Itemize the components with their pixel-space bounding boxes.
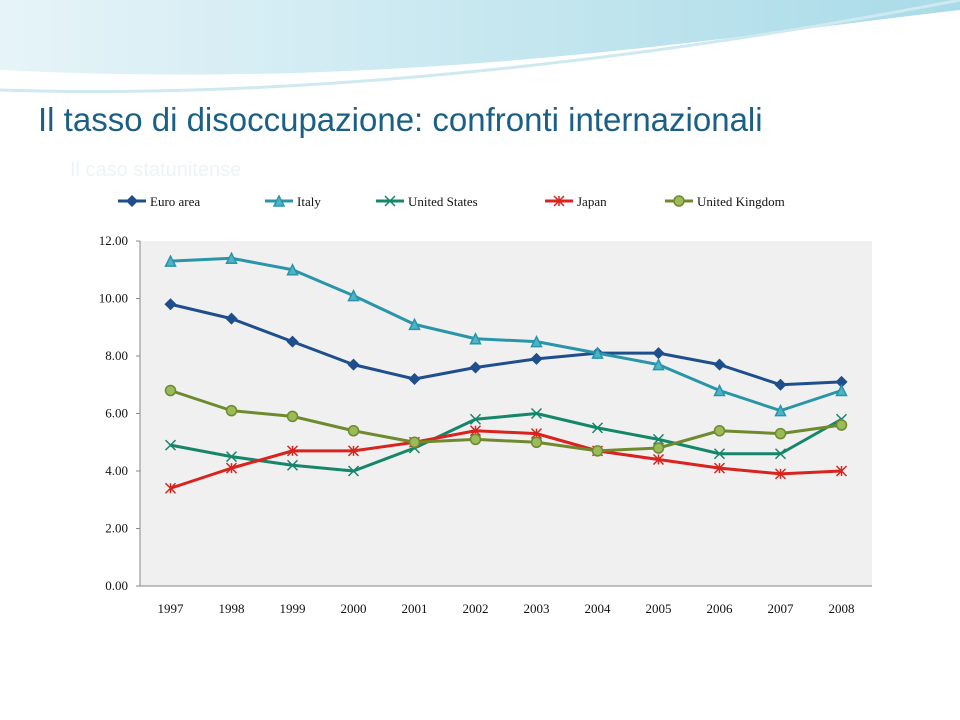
x-tick-label: 1999	[280, 601, 306, 616]
marker	[591, 445, 604, 457]
marker	[652, 453, 665, 466]
marker	[125, 194, 139, 208]
marker	[835, 383, 848, 397]
legend-label: United States	[408, 194, 478, 209]
x-tick-label: 1997	[158, 601, 185, 616]
marker	[347, 288, 360, 302]
marker	[408, 317, 421, 331]
marker	[347, 445, 360, 457]
marker	[286, 445, 299, 457]
x-tick-label: 2007	[768, 601, 795, 616]
marker	[835, 419, 848, 431]
marker	[286, 459, 299, 471]
y-tick-label: 0.00	[105, 578, 128, 593]
marker	[225, 251, 238, 264]
marker	[469, 413, 482, 425]
marker	[591, 346, 604, 359]
marker	[225, 312, 238, 325]
marker	[835, 465, 848, 477]
x-tick-label: 2005	[646, 601, 672, 616]
marker	[774, 427, 787, 440]
series-line	[170, 256, 842, 413]
marker	[591, 422, 604, 434]
marker	[652, 433, 665, 445]
legend-label: Euro area	[150, 194, 200, 209]
legend-label: Italy	[297, 194, 321, 209]
marker	[673, 195, 685, 207]
legend-label: Japan	[577, 194, 607, 209]
marker	[530, 436, 543, 448]
marker	[164, 384, 177, 397]
marker	[530, 352, 543, 365]
marker	[469, 433, 482, 446]
marker	[384, 195, 396, 207]
x-tick-label: 2002	[463, 601, 489, 616]
x-tick-label: 2004	[585, 601, 612, 616]
marker	[286, 263, 299, 276]
marker	[286, 410, 299, 423]
y-tick-label: 10.00	[99, 291, 128, 306]
marker	[553, 195, 565, 207]
top-decoration	[0, 0, 960, 75]
marker	[713, 448, 726, 460]
marker	[469, 361, 482, 374]
top-decoration-line	[0, 0, 960, 94]
marker	[469, 332, 482, 345]
series-line	[170, 429, 842, 490]
marker	[225, 404, 238, 417]
slide-subtitle: Il caso statunitense	[70, 159, 241, 181]
marker	[286, 335, 299, 348]
marker	[408, 372, 421, 386]
marker	[225, 462, 238, 474]
y-tick-label: 6.00	[105, 406, 128, 421]
marker	[164, 298, 177, 311]
marker	[164, 482, 177, 494]
marker	[530, 334, 543, 348]
marker	[774, 448, 787, 460]
marker	[530, 407, 543, 420]
marker	[713, 462, 726, 474]
x-tick-label: 2001	[402, 601, 428, 616]
marker	[347, 465, 360, 477]
marker	[347, 358, 360, 371]
slide-title: Il tasso di disoccupazione: confronti in…	[38, 101, 763, 138]
marker	[272, 194, 286, 207]
series-line	[170, 412, 843, 473]
x-tick-label: 1998	[219, 601, 245, 616]
x-tick-label: 2003	[524, 601, 550, 616]
x-tick-label: 2000	[341, 601, 367, 616]
marker	[774, 378, 787, 391]
series-line	[170, 302, 842, 387]
marker	[347, 425, 360, 437]
series-line	[170, 389, 842, 453]
marker	[164, 254, 177, 267]
marker	[713, 425, 726, 437]
marker	[652, 442, 665, 454]
y-tick-label: 4.00	[105, 463, 128, 478]
y-tick-label: 12.00	[99, 233, 128, 248]
y-tick-label: 2.00	[105, 521, 128, 536]
marker	[774, 403, 787, 417]
marker	[713, 358, 726, 371]
x-tick-label: 2006	[707, 601, 734, 616]
y-tick-label: 8.00	[105, 348, 128, 363]
marker	[164, 439, 177, 451]
x-tick-label: 2008	[829, 601, 855, 616]
marker	[652, 357, 665, 371]
marker	[774, 468, 787, 480]
legend-label: United Kingdom	[697, 194, 785, 209]
marker	[408, 436, 421, 448]
marker	[713, 383, 726, 397]
marker	[225, 451, 238, 463]
